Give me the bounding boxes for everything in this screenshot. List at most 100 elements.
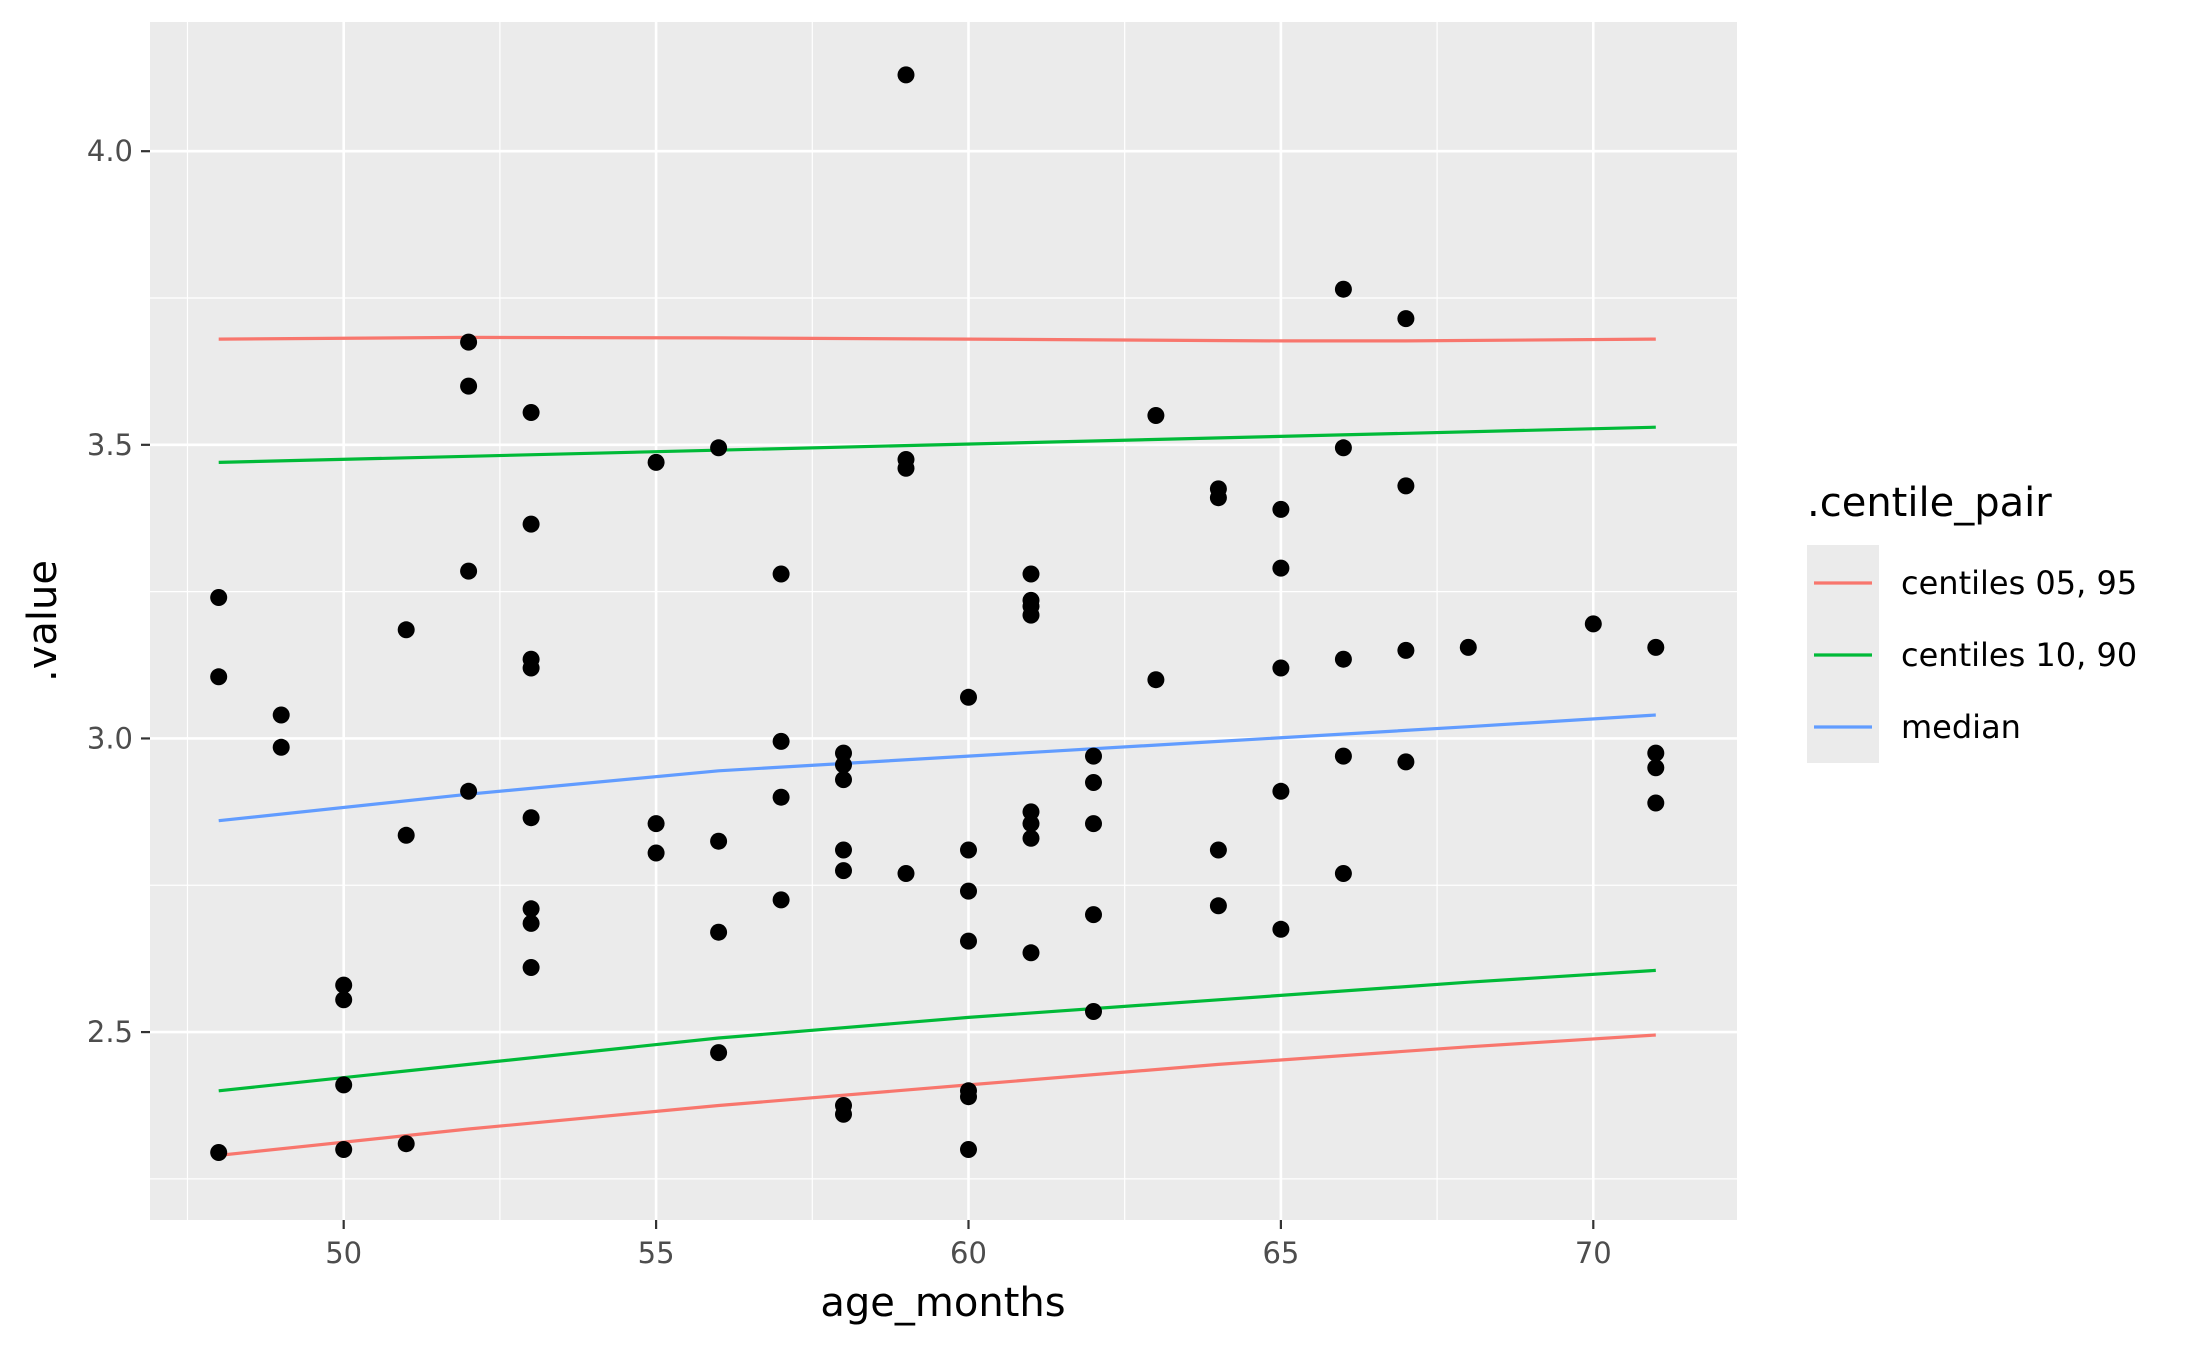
data-point [1022, 565, 1040, 583]
data-point [835, 841, 852, 859]
y-axis-title: .value [20, 560, 66, 682]
x-tick-label: 60 [950, 1236, 987, 1270]
data-point [1022, 944, 1040, 962]
data-point [1022, 606, 1040, 624]
data-point [335, 976, 353, 994]
data-point [522, 515, 540, 533]
data-point [1085, 747, 1102, 765]
data-point [1397, 753, 1415, 771]
data-point [1647, 794, 1665, 812]
data-point [710, 1044, 728, 1062]
data-point [647, 844, 665, 862]
data-point [710, 439, 728, 457]
legend: .centile_pair centiles 05, 95 centiles 10… [1807, 480, 2137, 763]
data-point [1085, 815, 1102, 833]
x-axis-title: age_months [820, 1280, 1065, 1326]
data-point [835, 771, 852, 789]
data-point [1647, 744, 1665, 762]
data-point [460, 333, 478, 351]
data-point [522, 900, 540, 918]
data-point [272, 706, 290, 724]
x-tick-label: 55 [638, 1236, 675, 1270]
data-point [835, 744, 852, 762]
data-point [1397, 477, 1415, 495]
minor-gridlines [150, 22, 1737, 1220]
data-point [960, 688, 977, 706]
data-point [1022, 829, 1040, 847]
data-point [1209, 897, 1227, 915]
data-point [772, 732, 790, 750]
legend-label: centiles 05, 95 [1901, 564, 2137, 602]
data-point [647, 453, 665, 471]
data-point [522, 404, 540, 421]
y-tick-label: 2.5 [87, 1015, 133, 1049]
data-point [335, 1076, 353, 1094]
data-point [522, 914, 540, 932]
data-point [772, 565, 790, 583]
y-tick-label: 3.5 [87, 428, 133, 462]
data-point [835, 756, 852, 774]
plot-panel [150, 22, 1737, 1220]
data-point [960, 1141, 977, 1158]
data-point [1397, 641, 1415, 659]
data-point [210, 668, 228, 686]
data-point [460, 782, 478, 800]
x-axis: 50 55 60 65 70 [325, 1220, 1612, 1270]
x-tick-label: 65 [1262, 1236, 1299, 1270]
data-point [1209, 841, 1227, 859]
y-tick-label: 4.0 [87, 134, 133, 168]
data-point [1334, 439, 1352, 457]
data-point [335, 991, 353, 1009]
data-point [960, 882, 977, 900]
data-point [1334, 650, 1352, 668]
data-point [710, 923, 728, 941]
data-point [1272, 500, 1290, 518]
data-point [460, 377, 478, 395]
data-point [897, 865, 915, 882]
series-line [218, 425, 1656, 464]
data-point [1272, 782, 1290, 800]
data-point [1334, 865, 1352, 882]
data-point [1085, 906, 1102, 924]
data-point [1209, 489, 1227, 507]
legend-label: median [1901, 708, 2021, 746]
data-points [210, 66, 1665, 1161]
data-point [397, 1135, 415, 1153]
data-point [397, 826, 415, 844]
data-point [1147, 671, 1165, 689]
data-point [1272, 920, 1290, 938]
data-point [1022, 803, 1040, 821]
data-point [1272, 659, 1290, 677]
data-point [1459, 638, 1477, 656]
data-point [710, 832, 728, 850]
data-point [1085, 1003, 1102, 1020]
legend-label: centiles 10, 90 [1901, 636, 2137, 674]
data-point [1334, 280, 1352, 298]
data-point [960, 841, 977, 859]
data-point [460, 562, 478, 580]
data-point [1022, 815, 1040, 833]
data-point [897, 459, 915, 477]
x-tick-label: 50 [325, 1236, 362, 1270]
data-point [1085, 774, 1102, 791]
data-point [772, 788, 790, 806]
data-point [522, 809, 540, 827]
data-point [272, 738, 290, 756]
data-point [1647, 759, 1665, 777]
data-point [522, 659, 540, 677]
data-point [1334, 747, 1352, 765]
data-point [522, 959, 540, 976]
data-point [210, 589, 228, 606]
series-line [218, 968, 1656, 1093]
data-point [397, 621, 415, 639]
data-point [1647, 638, 1665, 656]
data-point [1272, 559, 1290, 577]
data-point [960, 1088, 977, 1106]
data-point [1584, 615, 1602, 633]
data-point [835, 1105, 852, 1123]
data-point [210, 1144, 228, 1161]
x-tick-label: 70 [1575, 1236, 1612, 1270]
data-point [335, 1141, 353, 1158]
data-point [960, 932, 977, 950]
